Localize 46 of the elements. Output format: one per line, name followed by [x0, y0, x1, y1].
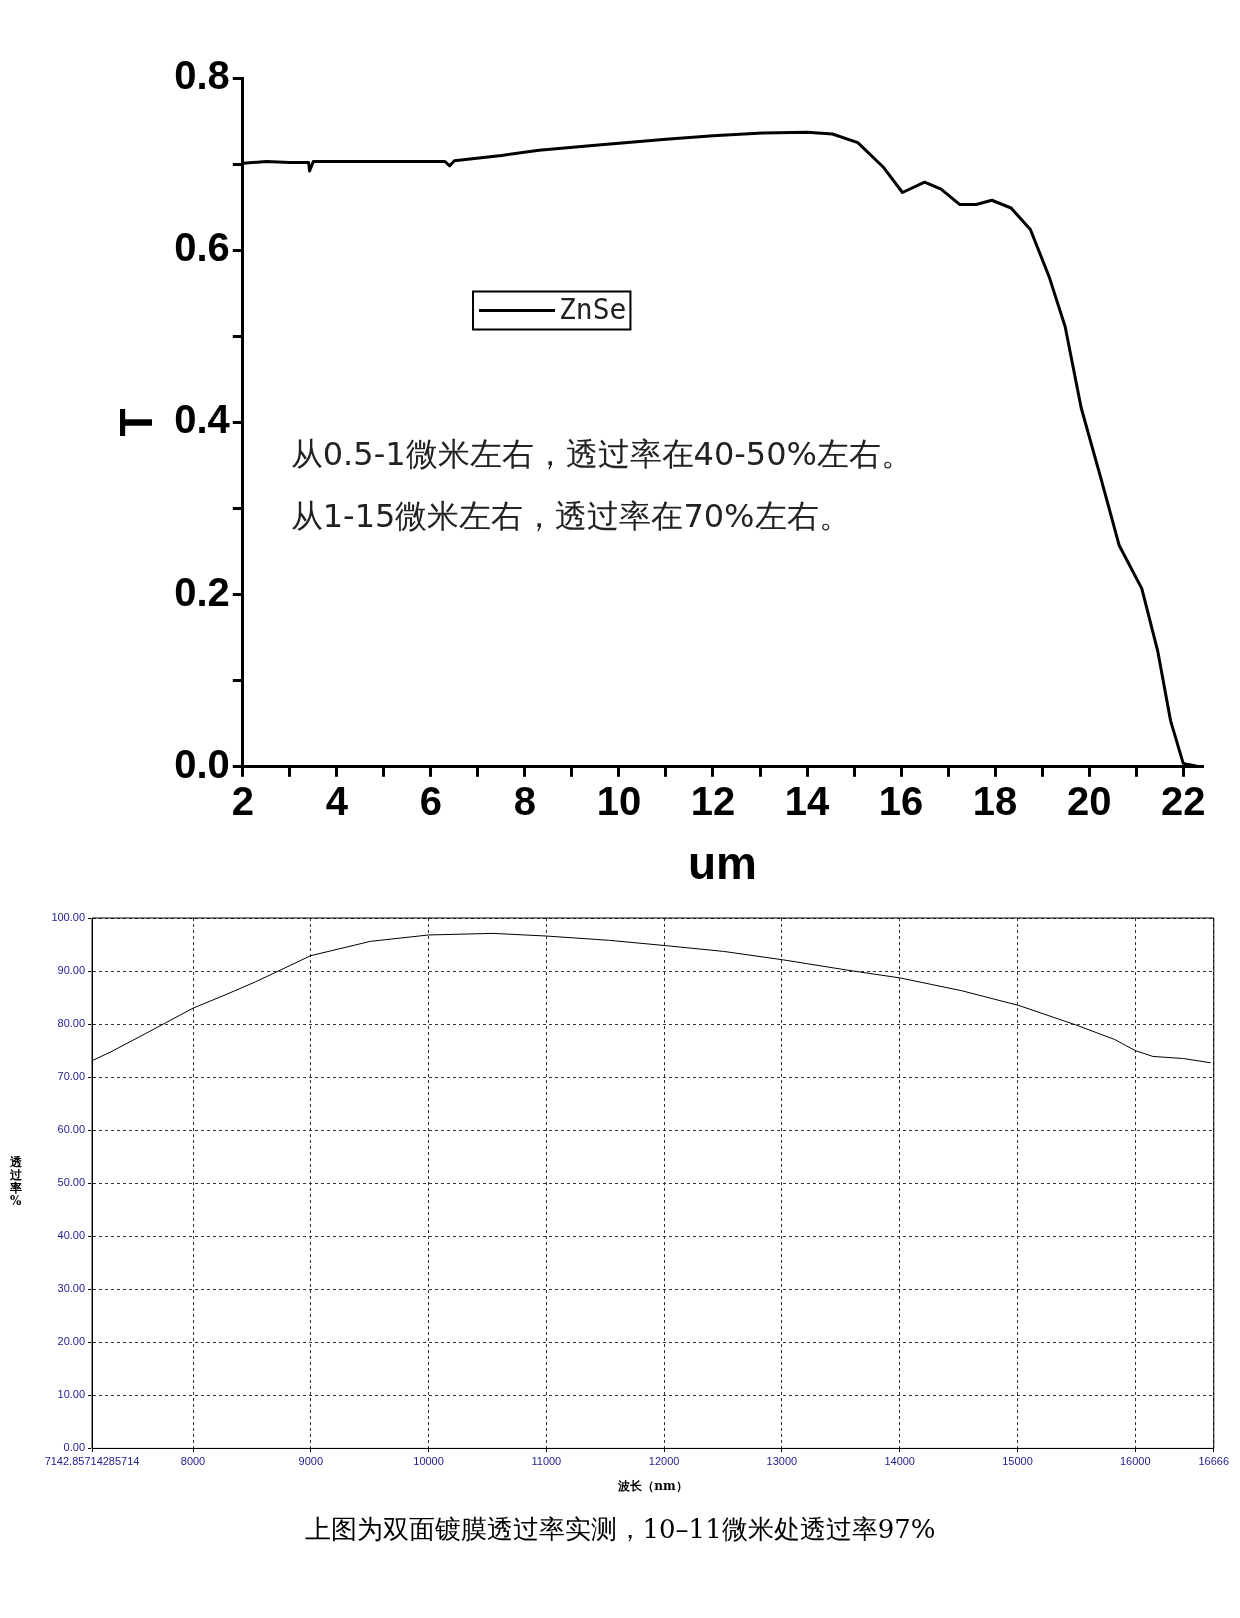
y-tick-label: 0.00 [63, 1441, 86, 1454]
x-tick-label: 13000 [766, 1455, 798, 1468]
x-tick-label: 16 [878, 778, 924, 823]
x-tick-label: 10 [596, 778, 642, 823]
annotation: 从0.5-1微米左右，透过率在40-50%左右。 [290, 435, 913, 474]
y-tick-label: 90.00 [57, 964, 86, 977]
x-tick-label: 10000 [413, 1455, 444, 1468]
x-tick-label: 16000 [1119, 1455, 1151, 1468]
x-tick-label: 14000 [884, 1455, 915, 1468]
y-tick-label: 0.6 [174, 225, 230, 270]
x-tick-label: 9000 [298, 1455, 324, 1468]
y-tick-label: 60.00 [57, 1123, 86, 1136]
y-tick-label: 10.00 [57, 1388, 86, 1401]
y-tick-label: 100.00 [51, 911, 86, 924]
x-axis-title: um [687, 837, 757, 890]
legend-label: ZnSe [559, 292, 627, 326]
text: 上图为双面镀膜透过率实测，10–11微米处透过率97% [303, 1513, 937, 1546]
y-axis-title: 透过率% [9, 1155, 23, 1209]
x-tick-label: 22 [1160, 778, 1206, 823]
x-tick-label: 18 [972, 778, 1018, 823]
y-tick-label: 70.00 [57, 1070, 86, 1083]
x-tick-label: 4 [325, 778, 349, 823]
x-tick-label: 20 [1066, 778, 1112, 823]
annotation: 从1-15微米左右，透过率在70%左右。 [290, 497, 851, 536]
y-tick-label: 50.00 [57, 1176, 86, 1189]
y-tick-label: 40.00 [57, 1229, 86, 1242]
y-tick-label: 20.00 [57, 1335, 86, 1348]
x-tick-label: 12 [690, 778, 736, 823]
x-tick-label: 8000 [180, 1455, 206, 1468]
x-tick-label: 15000 [1002, 1455, 1033, 1468]
x-tick-label: 14 [784, 778, 831, 823]
x-tick-label: 12000 [648, 1455, 680, 1468]
y-tick-label: 0.4 [174, 397, 231, 442]
y-tick-label: 0.2 [174, 569, 230, 614]
x-tick-label: 8 [513, 778, 537, 823]
x-tick-label: 7142.85714285714 [44, 1455, 140, 1468]
y-tick-label: 80.00 [57, 1017, 86, 1030]
y-axis-title: T [110, 408, 163, 437]
x-tick-label: 6 [419, 778, 443, 823]
y-tick-label: 30.00 [57, 1282, 86, 1295]
x-tick-label: 16666 [1198, 1455, 1229, 1468]
y-tick-label: 0.8 [174, 53, 230, 98]
x-tick-label: 11000 [531, 1455, 562, 1468]
y-tick-label: 0.0 [174, 741, 230, 786]
x-tick-label: 2 [231, 778, 254, 823]
x-axis-title: 波长（nm） [617, 1478, 688, 1493]
